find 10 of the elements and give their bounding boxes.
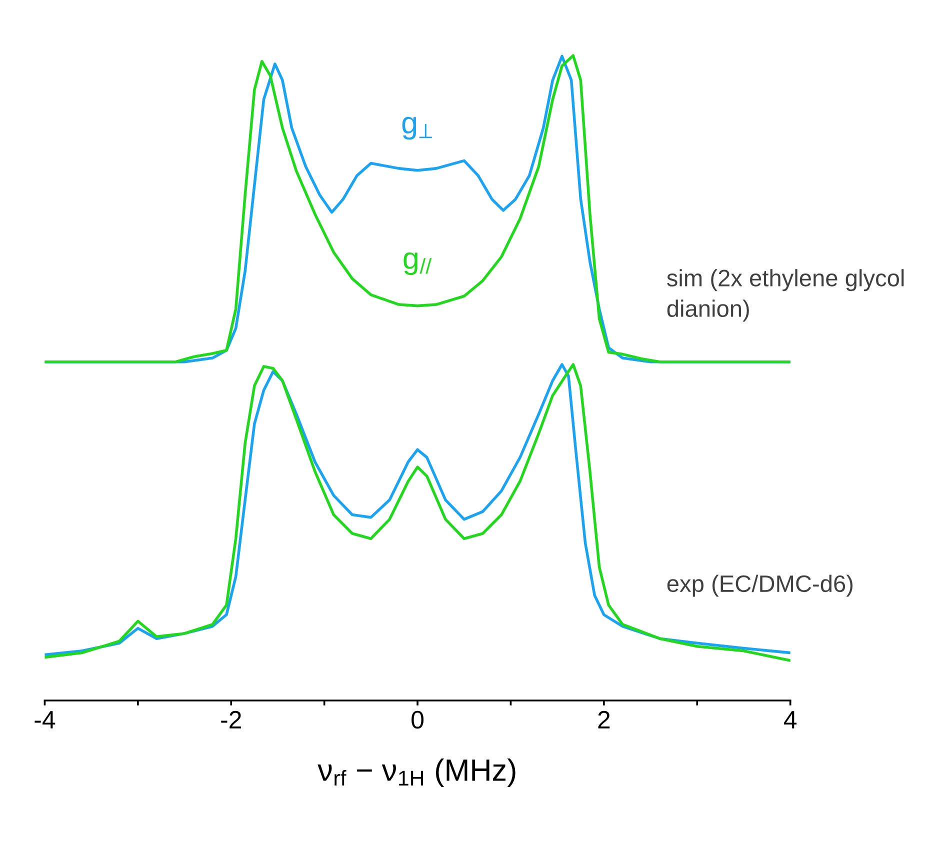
series-label: g$_{//}$ <box>404 252 432 276</box>
x-tick-label: 4 <box>784 711 797 728</box>
x-tick-label: -4 <box>34 711 56 728</box>
x-tick-label: -2 <box>221 710 241 728</box>
x-axis-title: ν$_{rf}$ − ν$_{1H}$ (MHz) <box>318 758 516 788</box>
x-tick-label: 2 <box>598 710 610 728</box>
annotation: sim (2x ethylene glycol dianion) <box>667 269 904 322</box>
annotation: exp (EC/DMC-d6) <box>667 574 853 597</box>
series-label: g$_{⊥}$ <box>402 116 432 140</box>
x-tick-label: 0 <box>412 710 424 729</box>
